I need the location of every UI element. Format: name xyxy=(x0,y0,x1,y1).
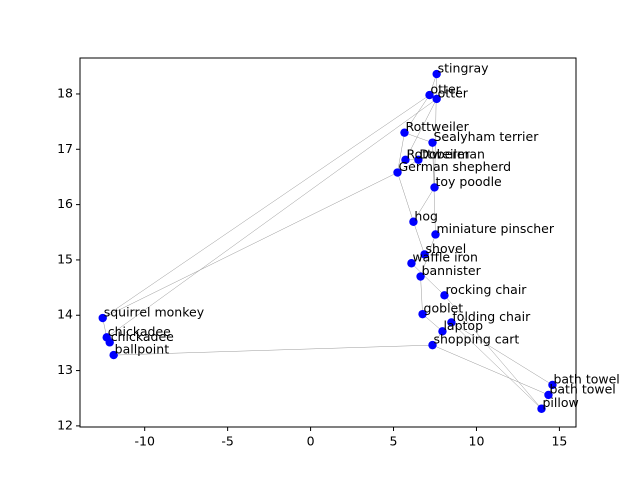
point xyxy=(440,291,449,300)
point-label: Rottweiler xyxy=(405,119,469,134)
point-label: bannister xyxy=(422,263,482,278)
point-label: Sealyham terrier xyxy=(434,129,540,144)
point xyxy=(393,168,402,177)
point xyxy=(109,350,118,360)
edge xyxy=(451,322,542,409)
point-label: bath towel xyxy=(549,381,615,396)
point xyxy=(428,340,437,350)
point-label: Rottweiler xyxy=(406,146,470,161)
point xyxy=(428,138,437,147)
point xyxy=(420,250,429,259)
point xyxy=(409,217,418,226)
point-label: ballpoint xyxy=(115,342,170,357)
point-label: rocking chair xyxy=(445,282,527,297)
edge xyxy=(102,94,430,319)
point-label: otter xyxy=(431,82,462,97)
point-label: goblet xyxy=(424,301,464,316)
point-label: Doberman xyxy=(419,146,485,161)
point xyxy=(407,259,416,268)
x-tick-label: 5 xyxy=(390,434,398,449)
y-tick-label: 12 xyxy=(57,417,73,432)
x-tick-label: 15 xyxy=(551,434,567,449)
point-label: pillow xyxy=(542,395,578,410)
point-label: chickadee xyxy=(108,324,171,339)
point xyxy=(431,230,440,239)
point xyxy=(430,183,439,192)
edge xyxy=(113,344,433,356)
edge xyxy=(432,344,549,396)
point-label: shopping cart xyxy=(434,332,520,347)
x-tick-label: -5 xyxy=(221,434,233,449)
point-label: folding chair xyxy=(452,309,531,324)
axes-frame xyxy=(79,57,577,428)
edge xyxy=(413,187,435,222)
edge xyxy=(411,263,445,296)
edge xyxy=(397,132,405,173)
point xyxy=(447,318,456,327)
point-label: otter xyxy=(438,85,469,100)
x-tick-label: 0 xyxy=(307,434,315,449)
point-label: chickadee xyxy=(111,329,174,344)
y-tick-label: 14 xyxy=(57,307,73,322)
point-label: laptop xyxy=(443,318,483,333)
point xyxy=(401,155,410,164)
edge xyxy=(422,313,443,332)
point xyxy=(400,128,409,137)
point xyxy=(438,327,447,336)
point-label: squirrel monkey xyxy=(104,305,205,320)
edge xyxy=(413,221,425,255)
y-tick-label: 15 xyxy=(57,251,73,266)
point xyxy=(416,272,425,281)
edge xyxy=(404,132,433,143)
edge xyxy=(434,74,437,188)
edge xyxy=(444,295,542,409)
point-label: toy poodle xyxy=(435,174,502,189)
edge xyxy=(420,276,423,315)
point xyxy=(548,380,557,390)
edge xyxy=(405,98,437,160)
point xyxy=(414,155,423,164)
edge xyxy=(102,172,398,319)
edge xyxy=(106,98,437,338)
edge xyxy=(451,322,553,386)
point xyxy=(105,338,114,347)
point xyxy=(98,313,107,323)
y-tick-label: 17 xyxy=(57,141,73,156)
point-label: bath towel xyxy=(553,371,619,386)
point-label: hog xyxy=(414,208,438,223)
x-tick-label: -10 xyxy=(134,434,154,449)
point xyxy=(418,309,427,319)
point xyxy=(432,69,441,79)
point xyxy=(425,90,434,100)
edge xyxy=(397,172,414,222)
point xyxy=(432,94,441,104)
edge xyxy=(404,94,430,133)
point-label: German shepherd xyxy=(399,159,512,174)
point xyxy=(537,404,546,413)
point-label: shovel xyxy=(426,241,467,256)
point xyxy=(544,390,553,400)
y-tick-label: 18 xyxy=(57,85,73,100)
y-tick-label: 13 xyxy=(57,362,73,377)
point-label: waffle iron xyxy=(412,250,478,265)
y-tick-label: 16 xyxy=(57,196,73,211)
point-label: stingray xyxy=(438,61,490,76)
point-label: miniature pinscher xyxy=(436,221,554,236)
x-tick-label: 10 xyxy=(469,434,485,449)
